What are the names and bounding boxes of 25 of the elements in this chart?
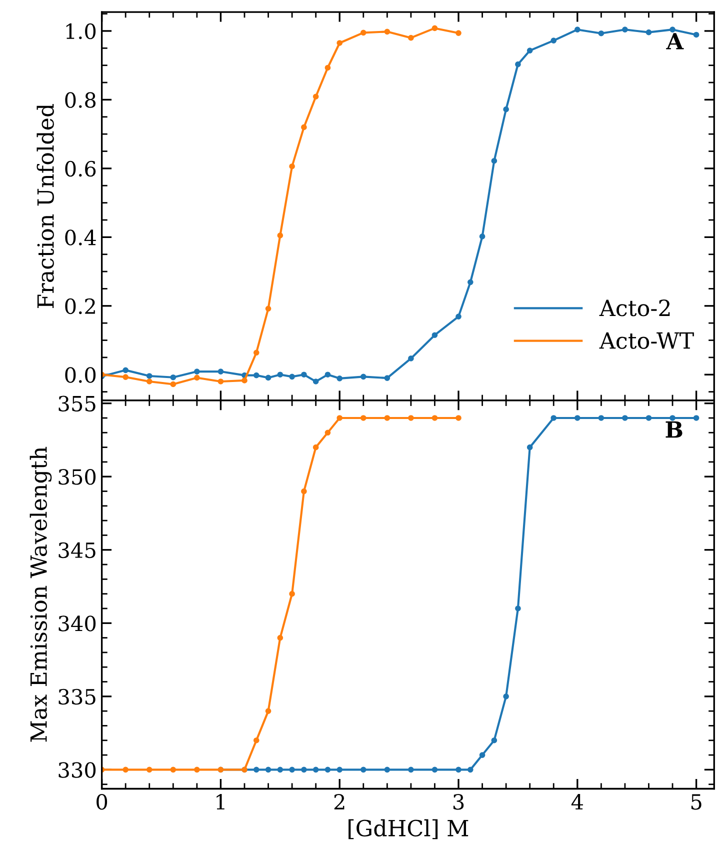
x-tick-label: 4 [571,794,583,810]
x-tick-label: 2 [334,794,344,810]
y-tick-label: 0.0 [65,367,96,383]
y-tick-label: 355 [58,396,96,412]
y-tick-label: 340 [58,616,96,632]
y-axis-title: Max Emission Wavelength [30,446,52,742]
y-tick-label: 1.0 [66,23,96,40]
y-tick-label: 0.4 [65,230,96,246]
x-axis-title: [GdHCl] M [348,819,468,840]
y-axis-title: Fraction Unfolded [36,104,54,308]
y-tick-label: 335 [58,688,96,705]
annotation: B [666,421,682,438]
x-tick-label: 5 [691,794,702,810]
x-tick-label: 3 [453,794,464,810]
y-tick-label: 0.8 [65,92,96,108]
y-tick-label: 0.6 [65,160,96,177]
annotation: A [666,33,684,50]
legend-label: Acto-WT [599,332,694,349]
y-tick-label: 350 [58,469,96,485]
y-tick-label: 330 [58,762,96,778]
legend-label: Acto-2 [599,299,670,316]
x-tick-label: 0 [96,794,108,810]
y-tick-label: 345 [58,542,96,558]
x-tick-label: 1 [216,794,224,810]
y-tick-label: 0.2 [65,298,95,314]
